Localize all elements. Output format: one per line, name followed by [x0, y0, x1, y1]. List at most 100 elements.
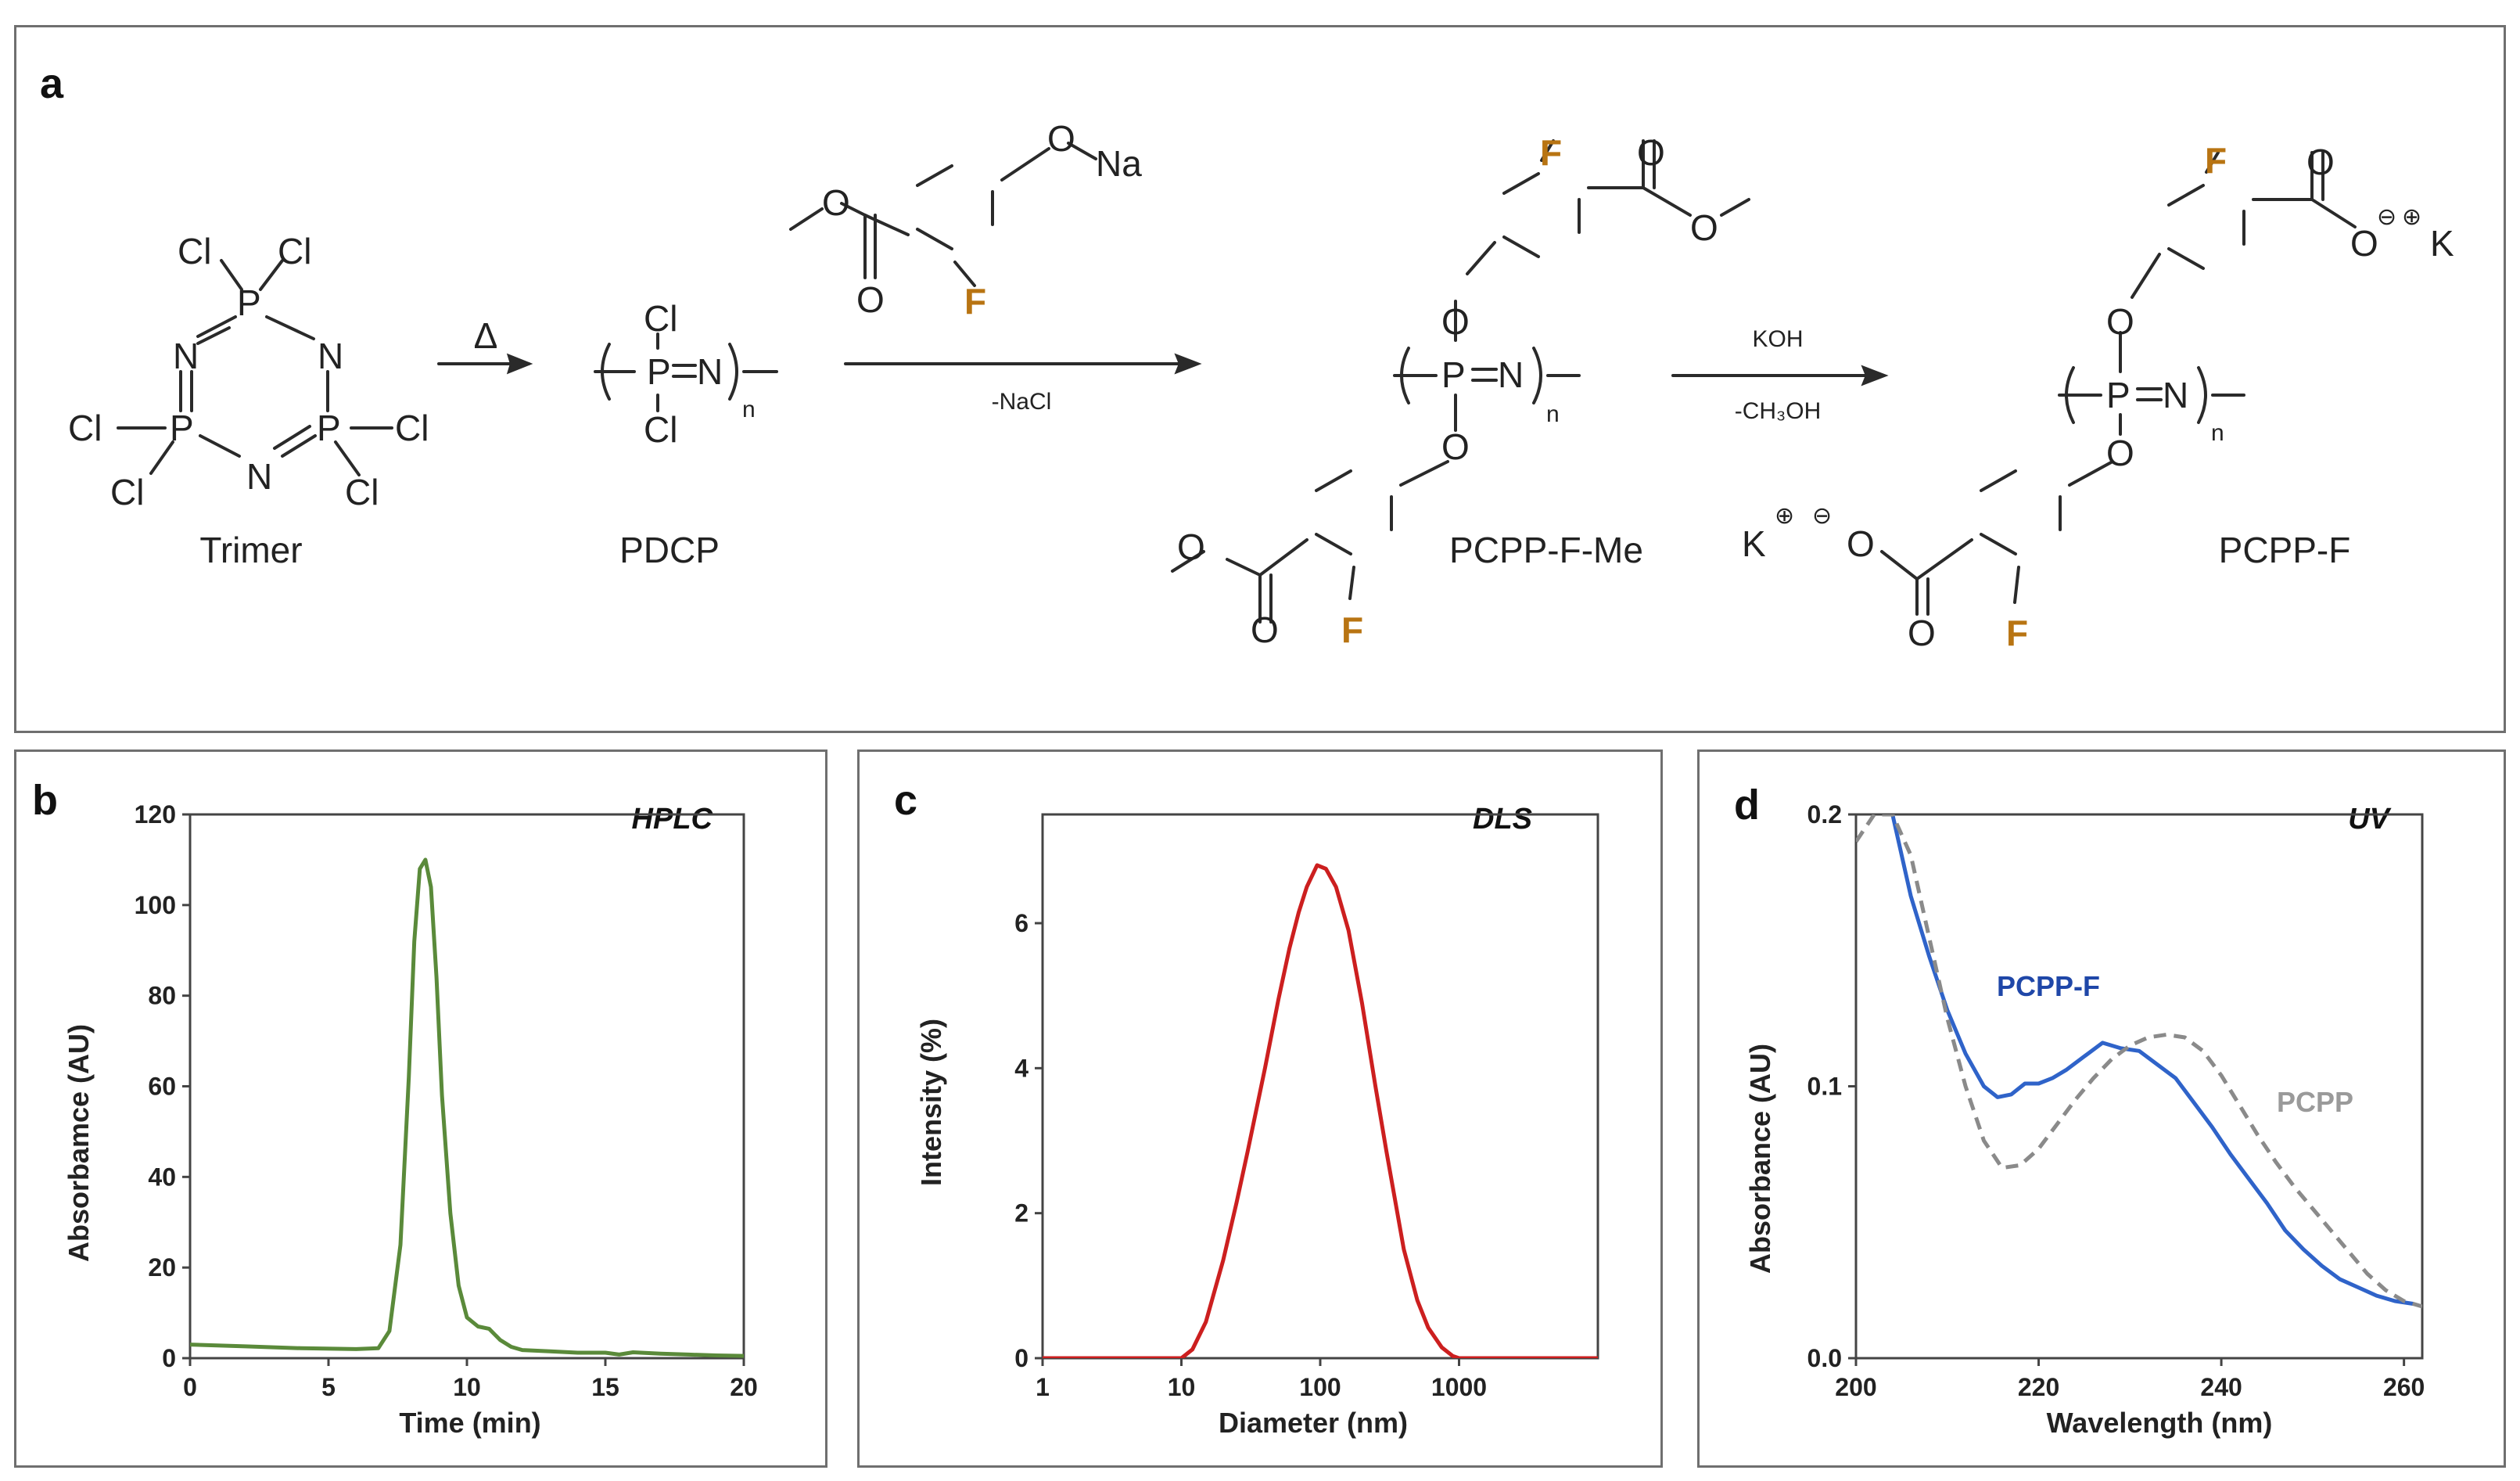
dls-y-tick-label: 0 — [1014, 1344, 1028, 1372]
dls-y-axis-label: Intensity (%) — [915, 1019, 947, 1186]
dls-title: DLS — [1473, 803, 1532, 836]
pcpp-f-atom-o-carboxylate-bottom: O — [1847, 523, 1875, 564]
step2-condition: -NaCl — [992, 389, 1052, 415]
trimer-atom-cl1: Cl — [178, 231, 211, 271]
uv-x-tick-label: 240 — [2200, 1373, 2242, 1401]
pcpp-f-me-atom-f-bottom: F — [1341, 609, 1363, 650]
uv-y-tick-label: 0.2 — [1807, 800, 1842, 829]
pcpp-f-charge-plus-bottom: ⊕ — [1775, 503, 1794, 529]
pcpp-f-me-atom-o-ester-bottom: O — [1177, 527, 1205, 567]
hplc-y-tick-label: 0 — [162, 1344, 176, 1372]
dls-x-axis-label: Diameter (nm) — [1219, 1407, 1408, 1439]
uv-y-tick-label: 0.1 — [1807, 1073, 1842, 1101]
pdcp-atom-cl-top: Cl — [644, 298, 677, 339]
uv-series-label-pcpp-f: PCPP-F — [1997, 970, 2100, 1002]
pcpp-f-atom-f-bottom: F — [2006, 613, 2028, 653]
dls-y-tick-label: 4 — [1014, 1054, 1028, 1082]
hplc-x-tick-label: 15 — [591, 1373, 619, 1401]
pcpp-f-charge-plus-top: ⊕ — [2402, 204, 2421, 230]
panel-b-hplc: b HPLC Time (min) Absorbamce (AU) 0 5 10 15… — [14, 749, 827, 1468]
pcpp-f-me-atom-f-top: F — [1540, 132, 1562, 173]
dls-x-tick-label: 1000 — [1431, 1373, 1487, 1401]
hplc-y-tick-label: 20 — [148, 1253, 176, 1281]
hplc-x-tick-label: 5 — [321, 1373, 336, 1401]
hplc-plot-frame — [188, 813, 745, 1360]
pcpp-f-me-atom-o-ester-top: O — [1690, 207, 1718, 248]
dls-series-line-0 — [1043, 863, 1598, 1358]
arrow-3 — [1671, 365, 1889, 386]
trimer-atom-p2: P — [170, 408, 194, 448]
pcpp-f-atom-f-top: F — [2205, 140, 2227, 181]
uv-y-tick-label: 0.0 — [1807, 1344, 1842, 1372]
reagent-atom-na: Na — [1096, 143, 1142, 184]
pcpp-f-me-atom-o-upper: O — [1441, 301, 1470, 342]
pcpp-f-me-atom-o-carbonyl-bottom: O — [1251, 609, 1279, 650]
panel-label-a: a — [40, 60, 64, 107]
pcpp-f-atom-p: P — [2106, 375, 2131, 415]
uv-x-axis-label: Wavelength (nm) — [2047, 1407, 2273, 1439]
pcpp-f-label: PCPP-F — [2219, 530, 2351, 570]
pdcp-atom-n: N — [697, 351, 723, 392]
panel-c-dls: c DLS Diameter (nm) Intensity (%) 1 10 100… — [857, 749, 1663, 1468]
pcpp-f-atom-o-lower: O — [2106, 433, 2134, 473]
panel-label-c: c — [894, 777, 917, 824]
hplc-y-tick-label: 80 — [148, 982, 176, 1010]
uv-title: UV — [2348, 803, 2391, 836]
pdcp-subscript-n: n — [742, 397, 756, 422]
pdcp-label: PDCP — [619, 530, 720, 570]
arrow-1 — [437, 353, 533, 375]
trimer-atom-n2: N — [318, 336, 343, 376]
step1-condition: Δ — [474, 315, 498, 356]
pcpp-f-charge-minus-bottom: ⊖ — [1812, 503, 1832, 529]
step3-condition-below: -CH₃OH — [1735, 398, 1822, 424]
pcpp-f-subscript-n: n — [2211, 420, 2224, 446]
arrow-2 — [844, 353, 1202, 375]
trimer-atom-n1: N — [173, 336, 199, 376]
dls-plot-frame — [1041, 813, 1599, 1360]
pcpp-f-atom-o-upper: O — [2106, 301, 2134, 342]
reagent-atom-o-ester: O — [822, 182, 850, 223]
hplc-title: HPLC — [632, 803, 713, 836]
pcpp-f-atom-k-top: K — [2430, 223, 2454, 264]
panel-label-b: b — [32, 777, 58, 824]
pcpp-f-me-subscript-n: n — [1546, 401, 1560, 427]
hplc-x-tick-label: 10 — [453, 1373, 481, 1401]
trimer-atom-cl3: Cl — [68, 408, 102, 448]
dls-x-tick-label: 1 — [1036, 1373, 1050, 1401]
trimer-structure — [117, 259, 393, 476]
panel-label-d: d — [1734, 782, 1760, 829]
pcpp-f-atom-o-carbonyl-top: O — [2306, 142, 2335, 182]
uv-x-tick-label: 220 — [2018, 1373, 2059, 1401]
pcpp-f-charge-minus-top: ⊖ — [2377, 204, 2396, 230]
trimer-atom-cl2: Cl — [278, 231, 311, 271]
trimer-atom-p3: P — [317, 408, 341, 448]
uv-series-label-pcpp: PCPP — [2277, 1086, 2353, 1118]
uv-y-axis-label: Absorbance (AU) — [1744, 1044, 1776, 1274]
pdcp-atom-p: P — [647, 351, 671, 392]
hplc-series-line-0 — [190, 857, 744, 1358]
dls-y-tick-label: 2 — [1014, 1199, 1028, 1228]
reaction-scheme-svg: a P N N P P N Cl Cl Cl Cl Cl Cl Trimer Δ — [40, 60, 2454, 653]
hplc-y-tick-label: 120 — [135, 800, 176, 829]
dls-x-tick-label: 10 — [1168, 1373, 1196, 1401]
trimer-atom-cl4: Cl — [395, 408, 429, 448]
trimer-atom-cl6: Cl — [345, 472, 379, 512]
hplc-chart: b HPLC Time (min) Absorbamce (AU) 0 5 10 15… — [32, 777, 758, 1439]
dls-x-tick-label: 100 — [1299, 1373, 1341, 1401]
pcpp-f-me-atom-p: P — [1441, 354, 1466, 395]
pcpp-f-me-atom-o-lower: O — [1441, 426, 1470, 467]
reagent-atom-f: F — [964, 281, 986, 322]
trimer-atom-n3: N — [246, 456, 272, 497]
trimer-label: Trimer — [199, 530, 302, 570]
uv-series-line-pcpp — [1856, 814, 2422, 1309]
pcpp-f-atom-o-carbonyl-bottom: O — [1908, 613, 1936, 653]
hplc-y-tick-label: 40 — [148, 1163, 176, 1191]
pcpp-f-atom-o-carboxylate-top: O — [2350, 223, 2378, 264]
dls-chart: c DLS Diameter (nm) Intensity (%) 1 10 100… — [894, 777, 1599, 1439]
uv-x-tick-label: 260 — [2383, 1373, 2425, 1401]
hplc-x-axis-label: Time (min) — [399, 1407, 540, 1439]
pcpp-f-me-label: PCPP-F-Me — [1449, 530, 1643, 570]
pdcp-structure — [594, 333, 778, 412]
uv-chart: d UV Wavelength (nm) Absorbance (AU) PCP… — [1734, 782, 2425, 1439]
reagent-atom-o-carbonyl: O — [856, 279, 885, 320]
